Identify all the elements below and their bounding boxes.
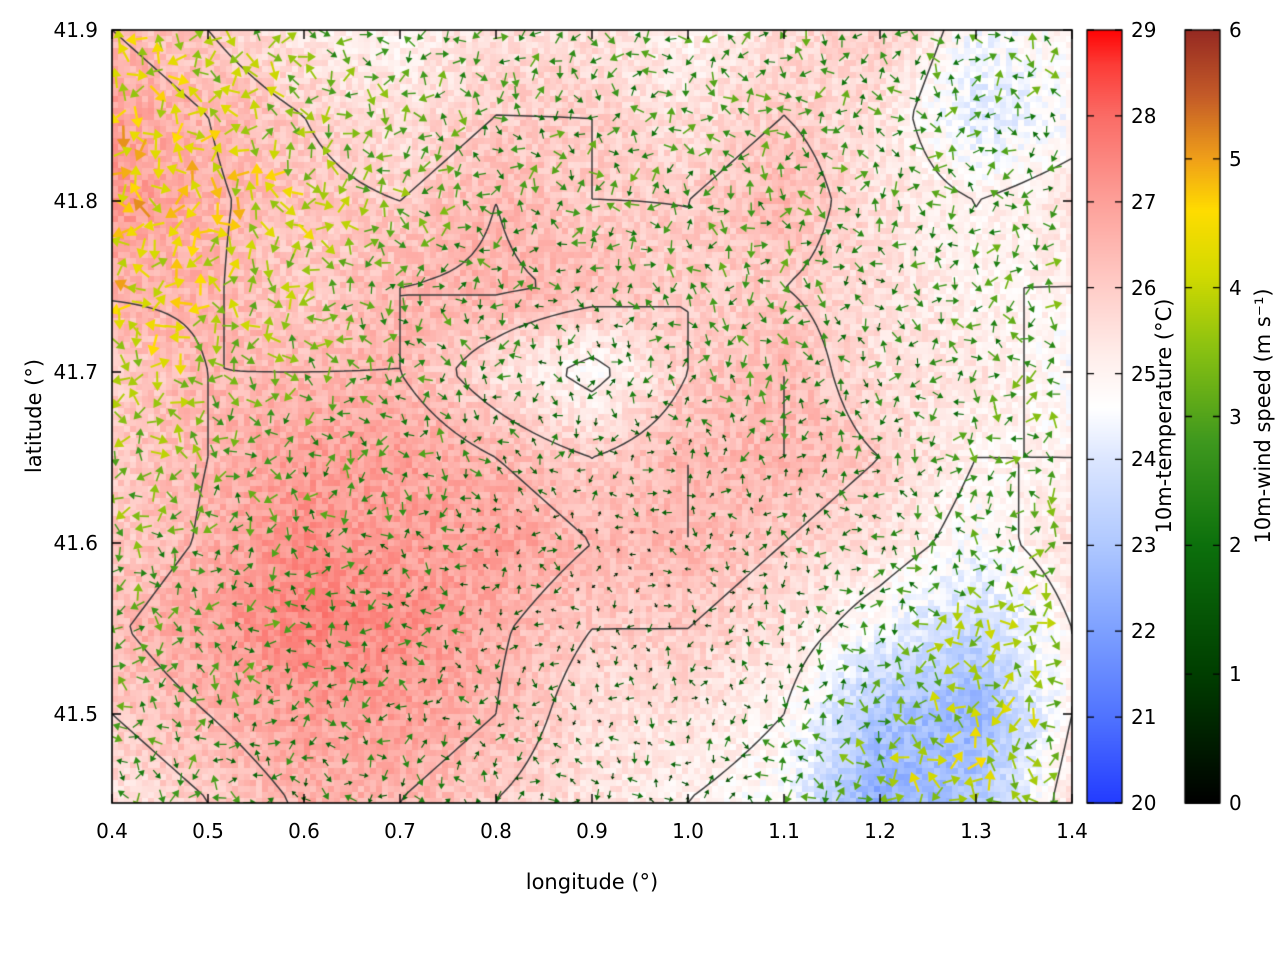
temperature-colorbar-label: 10m-temperature (°C)	[1152, 298, 1176, 534]
temperature-colorbar-tick-label: 21	[1131, 705, 1157, 730]
wind-colorbar-tick-label: 6	[1229, 18, 1242, 42]
x-tick-label: 1.1	[768, 819, 800, 843]
x-tick-label: 1.0	[672, 819, 704, 843]
x-axis-label: longitude (°)	[525, 870, 659, 894]
y-tick-label: 41.6	[53, 531, 98, 556]
x-tick-label: 1.3	[960, 819, 992, 843]
wind-colorbar-tick-label: 3	[1229, 404, 1242, 429]
x-tick-label: 1.2	[864, 819, 896, 843]
temperature-colorbar-tick-label: 27	[1131, 189, 1157, 214]
x-tick-label: 0.6	[288, 819, 320, 843]
wind-colorbar-tick-label: 1	[1229, 662, 1242, 687]
temperature-colorbar-tick-label: 29	[1131, 18, 1157, 42]
x-tick-label: 1.4	[1056, 819, 1088, 843]
y-tick-label: 41.5	[53, 702, 98, 727]
temperature-colorbar-tick-label: 24	[1131, 447, 1157, 472]
wind-colorbar-tick-label: 2	[1229, 533, 1242, 558]
x-tick-label: 0.7	[384, 819, 416, 843]
wind-colorbar-tick-label: 4	[1229, 275, 1242, 300]
wind-colorbar-tick-label: 5	[1229, 146, 1242, 171]
y-tick-label: 41.7	[53, 360, 98, 385]
x-tick-label: 0.9	[576, 819, 608, 843]
temperature-colorbar-tick-label: 22	[1131, 619, 1157, 644]
temperature-colorbar-tick-label: 23	[1131, 533, 1157, 558]
y-tick-label: 41.8	[53, 189, 98, 214]
temperature-colorbar-tick-label: 20	[1131, 791, 1157, 815]
x-tick-label: 0.5	[192, 819, 224, 843]
temperature-colorbar-tick-label: 28	[1131, 103, 1157, 128]
y-tick-label: 41.9	[53, 18, 98, 42]
temperature-colorbar-tick-label: 26	[1131, 275, 1157, 300]
wind-speed-colorbar-label: 10m-wind speed (m s⁻¹)	[1251, 288, 1275, 544]
wind-colorbar-tick-label: 0	[1229, 791, 1242, 815]
temperature-colorbar-tick-label: 25	[1131, 361, 1157, 386]
x-tick-label: 0.8	[480, 819, 512, 843]
x-tick-label: 0.4	[96, 819, 128, 843]
